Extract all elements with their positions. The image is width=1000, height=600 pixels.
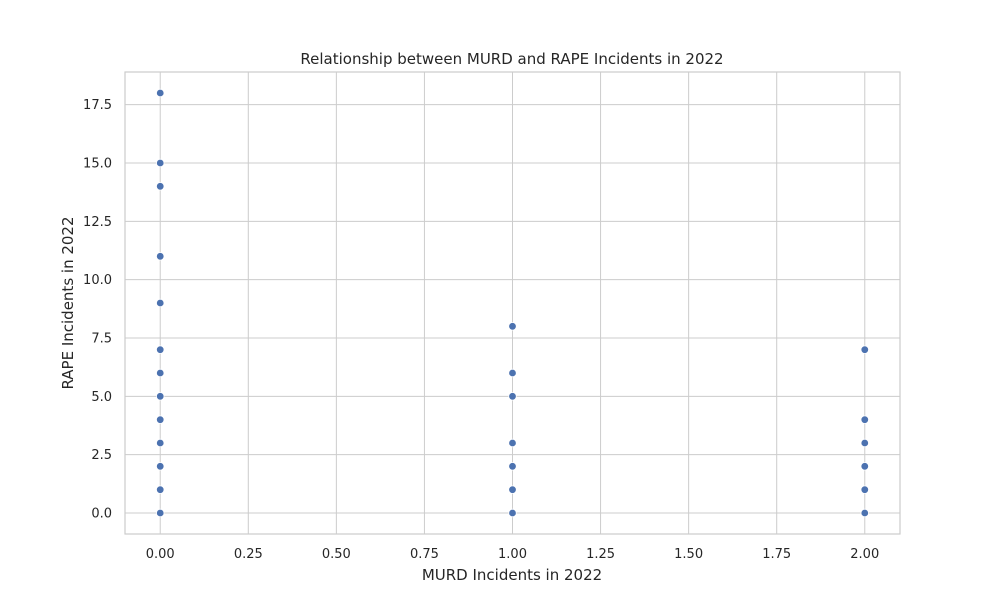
data-point	[508, 485, 517, 494]
data-point	[156, 392, 165, 401]
plot-frame	[124, 71, 901, 535]
x-tick-label: 1.50	[674, 547, 703, 562]
data-point	[860, 508, 869, 518]
data-point	[860, 462, 869, 471]
data-point	[508, 462, 517, 471]
data-point	[508, 392, 517, 401]
y-tick-label: 5.0	[91, 390, 112, 405]
data-point	[156, 462, 165, 471]
data-point	[156, 252, 165, 261]
x-tick-label: 2.00	[850, 547, 879, 562]
x-tick-label: 0.50	[322, 547, 351, 562]
y-tick-label: 12.5	[83, 215, 112, 230]
y-tick-label: 0.0	[91, 507, 112, 522]
x-tick-label: 0.00	[146, 547, 175, 562]
data-point	[156, 182, 165, 191]
data-point	[156, 508, 165, 518]
data-point	[156, 438, 165, 448]
data-point	[508, 368, 517, 378]
x-tick-label: 1.00	[498, 547, 527, 562]
y-tick-label: 2.5	[91, 448, 112, 463]
y-axis-ticks: 0.0 2.5 5.0 7.5 10.0 12.5 15.0 17.5	[83, 98, 112, 521]
data-points	[156, 88, 869, 518]
data-point	[156, 298, 165, 308]
x-tick-label: 1.25	[586, 547, 615, 562]
data-point	[156, 158, 165, 168]
data-point	[156, 88, 165, 98]
y-tick-label: 10.0	[83, 273, 112, 288]
data-point	[860, 415, 869, 424]
data-point	[156, 368, 165, 378]
x-axis-label: MURD Incidents in 2022	[422, 566, 602, 584]
x-tick-label: 0.75	[410, 547, 439, 562]
y-tick-label: 15.0	[83, 157, 112, 172]
data-point	[156, 415, 165, 424]
x-tick-label: 1.75	[762, 547, 791, 562]
data-point	[508, 508, 517, 518]
data-point	[860, 485, 869, 494]
data-point	[860, 345, 869, 354]
data-point	[156, 485, 165, 494]
y-axis-label: RAPE Incidents in 2022	[59, 216, 77, 389]
grid	[125, 72, 900, 534]
x-axis-ticks: 0.00 0.25 0.50 0.75 1.00 1.25 1.50 1.75 2.00	[146, 547, 879, 562]
data-point	[156, 345, 165, 354]
y-tick-label: 7.5	[91, 332, 112, 347]
y-tick-label: 17.5	[83, 98, 112, 113]
chart-title: Relationship between MURD and RAPE Incid…	[300, 50, 723, 68]
x-tick-label: 0.25	[234, 547, 263, 562]
data-point	[860, 438, 869, 448]
data-point	[508, 438, 517, 448]
data-point	[508, 322, 517, 331]
